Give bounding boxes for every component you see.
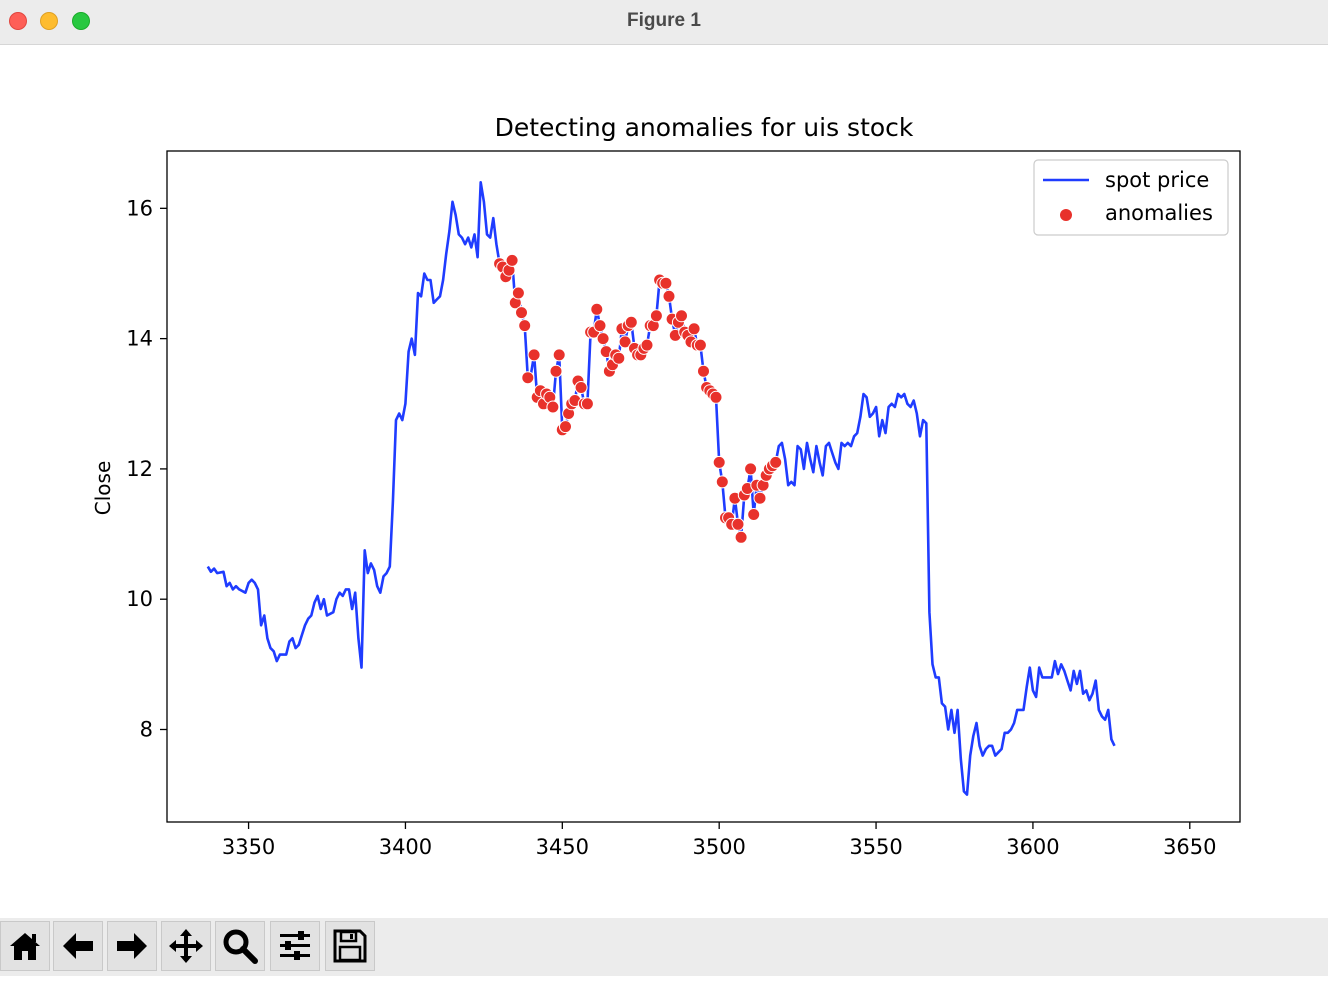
anomaly-point <box>574 381 588 394</box>
navigation-toolbar <box>0 918 1328 976</box>
x-tick-label: 3650 <box>1163 835 1216 859</box>
anomaly-point <box>511 286 525 300</box>
legend-dot-swatch <box>1060 209 1072 221</box>
window-maximize-button[interactable] <box>72 12 90 30</box>
x-tick-label: 3500 <box>692 835 745 859</box>
forward-button[interactable] <box>107 921 157 971</box>
anomaly-point <box>527 348 541 362</box>
window-close-button[interactable] <box>9 12 27 30</box>
anomaly-point <box>559 420 572 434</box>
y-axis-label: Close <box>91 461 115 515</box>
anomaly-point <box>712 455 726 469</box>
anomaly-point <box>649 309 663 323</box>
home-button[interactable] <box>0 921 50 971</box>
anomaly-point <box>618 335 632 349</box>
anomaly-point <box>518 319 532 333</box>
anomaly-point <box>593 319 607 333</box>
chart-title: Detecting anomalies for uis stock <box>495 113 914 142</box>
anomaly-point <box>715 475 729 489</box>
x-tick-label: 3400 <box>379 835 432 859</box>
anomaly-point <box>546 400 560 414</box>
x-tick-label: 3600 <box>1006 835 1059 859</box>
anomaly-point <box>697 364 710 378</box>
save-button[interactable] <box>325 921 375 971</box>
plot-frame <box>166 150 1241 823</box>
save-floppy-icon <box>333 929 367 963</box>
anomaly-point <box>515 306 528 320</box>
legend-label-anomalies: anomalies <box>1105 201 1213 225</box>
forward-arrow-icon <box>117 933 147 959</box>
anomaly-point <box>744 462 758 476</box>
anomaly-point <box>624 315 638 329</box>
anomaly-point <box>662 289 676 303</box>
back-arrow-icon <box>63 933 93 959</box>
anomaly-point <box>552 348 566 362</box>
figure-canvas: Detecting anomalies for uis stock Close … <box>91 113 1241 859</box>
anomaly-point <box>675 309 688 323</box>
anomaly-point <box>659 276 673 290</box>
pan-button[interactable] <box>161 921 211 971</box>
window-minimize-button[interactable] <box>40 12 58 30</box>
anomaly-point <box>549 364 563 378</box>
anomaly-point <box>769 455 783 469</box>
window-title: Figure 1 <box>627 10 701 31</box>
zoom-magnifier-icon <box>223 929 258 964</box>
home-icon <box>10 933 40 960</box>
anomaly-point <box>687 322 701 336</box>
y-tick-label: 16 <box>126 196 153 220</box>
anomaly-point <box>731 517 745 531</box>
configure-subplots-icon <box>280 931 310 960</box>
anomaly-point <box>521 371 535 385</box>
anomaly-point <box>753 491 767 505</box>
legend: spot price anomalies <box>1033 159 1229 236</box>
anomaly-point <box>505 253 519 267</box>
x-tick-label: 3550 <box>849 835 902 859</box>
anomaly-point <box>612 351 626 365</box>
anomaly-point <box>734 530 748 544</box>
series-line-spot-price <box>206 181 1116 796</box>
y-tick-label: 14 <box>126 327 153 351</box>
pan-move-icon <box>169 929 203 963</box>
back-button[interactable] <box>53 921 103 971</box>
window-titlebar: Figure 1 <box>0 0 1328 45</box>
anomaly-point <box>709 390 723 404</box>
anomaly-point <box>596 332 610 346</box>
x-tick-label: 3350 <box>222 835 275 859</box>
anomaly-point <box>747 508 761 521</box>
zoom-button[interactable] <box>215 921 265 971</box>
anomaly-point <box>590 302 604 316</box>
anomaly-point <box>640 338 654 352</box>
anomaly-point <box>580 397 594 411</box>
x-tick-label: 3450 <box>536 835 589 859</box>
y-tick-label: 12 <box>126 457 153 481</box>
y-tick-label: 8 <box>140 717 153 741</box>
y-tick-label: 10 <box>126 587 153 611</box>
anomaly-point <box>693 338 707 352</box>
legend-label-spot-price: spot price <box>1105 168 1209 192</box>
configure-subplots-button[interactable] <box>270 921 320 971</box>
